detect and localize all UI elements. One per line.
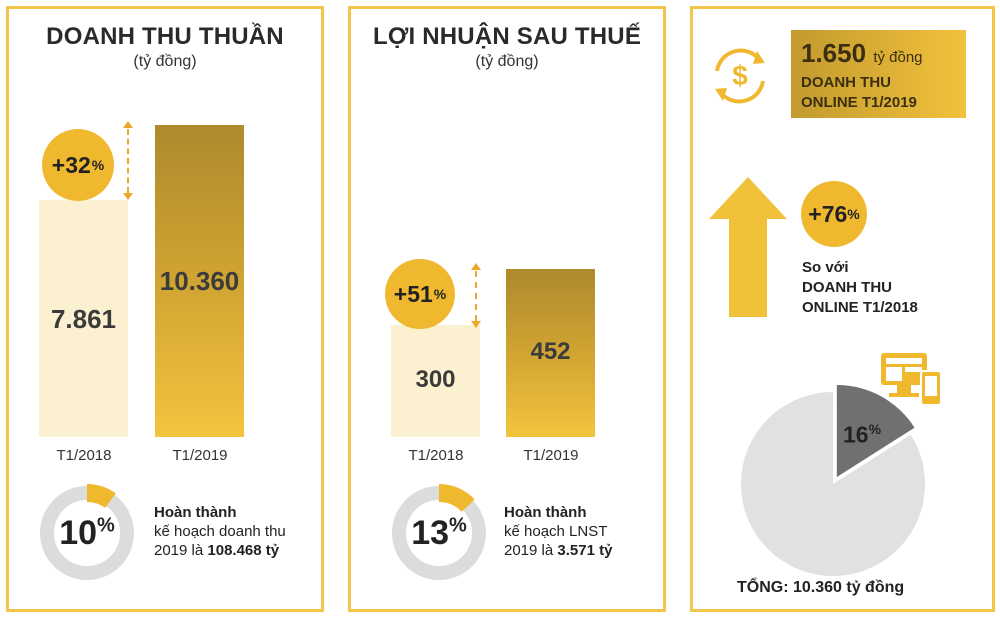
revenue-unit: (tỷ đồng) — [133, 53, 197, 70]
online-label-line2: DOANH THU — [801, 74, 891, 91]
profit-value-2019: 452 — [530, 338, 571, 365]
donut-progress-arc — [438, 484, 475, 513]
revenue-category-2019: T1/2019 — [172, 447, 228, 464]
profit-category-2018: T1/2018 — [408, 447, 464, 464]
profit-unit: (tỷ đồng) — [475, 53, 539, 70]
dollar-cycle-icon: $ — [715, 48, 765, 104]
note-line: kế hoạch LNST — [504, 523, 608, 540]
profit-title: LỢI NHUẬN SAU THUẾ — [372, 23, 642, 50]
online-amount-unit: tỷ đồng — [873, 49, 923, 66]
revenue-value-2018: 7.861 — [50, 303, 117, 334]
profit-category-2019: T1/2019 — [523, 447, 579, 464]
online-share-pie — [741, 384, 925, 576]
online-panel: $ 1.650 tỷ đồng DOANH THU ONLINE T1/2019… — [690, 6, 995, 612]
compare-line1: So với — [802, 259, 849, 276]
online-amount: 1.650 tỷ đồng — [801, 38, 923, 69]
compare-line2: DOANH THU — [802, 279, 892, 296]
profit-growth-badge: +51% — [385, 259, 455, 329]
online-revenue-box: 1.650 tỷ đồng DOANH THU ONLINE T1/2019 — [791, 30, 966, 118]
online-amount-value: 1.650 — [801, 38, 867, 68]
profit-completion-percent: 13% — [389, 514, 489, 553]
svg-text:$: $ — [732, 60, 748, 91]
pie-slice-rest — [741, 392, 925, 576]
pie-online-share-value: 16 — [843, 421, 869, 448]
revenue-completion-percent: 10% — [37, 514, 137, 553]
dashed-arrow-line — [475, 271, 477, 321]
revenue-growth-value: +32 — [51, 151, 91, 178]
dashed-arrow-down-icon — [123, 193, 133, 200]
percent-sign: % — [97, 514, 115, 537]
note-target: 108.468 tỷ — [207, 542, 280, 559]
dashed-arrow-up-icon — [471, 263, 481, 270]
profit-growth-value: +51 — [393, 280, 433, 307]
dashed-arrow-down-icon — [471, 321, 481, 328]
revenue-bar-2019 — [155, 125, 244, 437]
revenue-value-2019: 10.360 — [159, 266, 240, 296]
revenue-growth-badge: +32% — [42, 129, 114, 201]
profit-completion-note: Hoàn thành kế hoạch LNST 2019 là 3.571 t… — [504, 503, 612, 560]
revenue-category-2018: T1/2018 — [56, 447, 112, 464]
donut-progress-arc — [86, 484, 116, 509]
online-label-line3: ONLINE T1/2019 — [801, 94, 917, 111]
percent-sign: % — [91, 157, 105, 173]
pie-online-share-label: 16% — [843, 421, 881, 449]
percent-sign: % — [433, 286, 447, 302]
revenue-bar-2018 — [39, 200, 128, 437]
percent-sign: % — [847, 206, 860, 222]
revenue-completion-note: Hoàn thành kế hoạch doanh thu 2019 là 10… — [154, 503, 286, 560]
up-arrow-icon — [709, 177, 787, 317]
note-line: 2019 là — [154, 542, 208, 559]
note-heading: Hoàn thành — [504, 504, 587, 521]
revenue-completion-donut — [40, 484, 134, 580]
dashed-arrow-line — [127, 129, 129, 193]
pie-slice-online — [836, 384, 915, 477]
profit-bar-2018 — [391, 325, 480, 437]
revenue-panel: DOANH THU THUẦN (tỷ đồng) 7.861 10.360 T… — [6, 6, 324, 612]
compare-line3: ONLINE T1/2018 — [802, 299, 918, 316]
dashed-arrow-up-icon — [123, 121, 133, 128]
note-line: 2019 là — [504, 542, 558, 559]
percent-sign: % — [868, 421, 882, 437]
profit-completion-donut — [392, 484, 486, 580]
profit-bar-2019 — [506, 269, 595, 437]
note-heading: Hoàn thành — [154, 504, 237, 521]
revenue-completion-value: 10 — [59, 514, 98, 552]
devices-icon — [881, 353, 942, 406]
online-growth-value: +76 — [808, 200, 848, 227]
note-target: 3.571 tỷ — [557, 542, 613, 559]
total-revenue-label: TỔNG: 10.360 tỷ đồng — [737, 579, 905, 596]
percent-sign: % — [449, 514, 467, 537]
profit-completion-value: 13 — [411, 514, 450, 552]
revenue-title: DOANH THU THUẦN — [46, 23, 284, 50]
online-growth-badge: +76% — [801, 181, 867, 247]
profit-value-2018: 300 — [415, 366, 456, 394]
note-line: kế hoạch doanh thu — [154, 523, 286, 540]
profit-panel: LỢI NHUẬN SAU THUẾ (tỷ đồng) 300 452 T1/… — [348, 6, 666, 612]
